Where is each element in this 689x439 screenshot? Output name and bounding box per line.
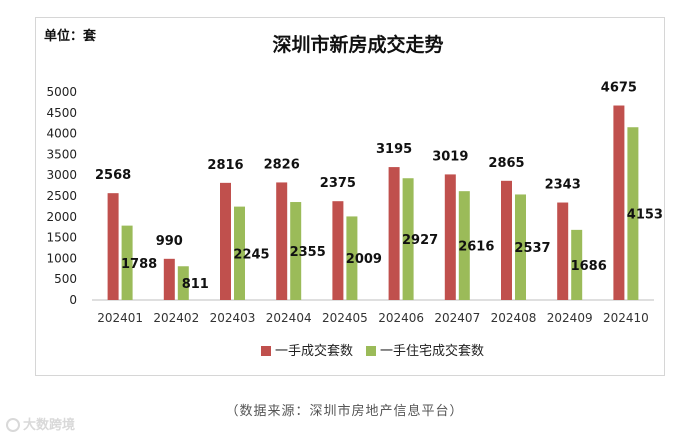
data-label-series1: 2568 — [95, 168, 131, 183]
bar-series1 — [613, 105, 625, 301]
watermark: 大数跨境 — [6, 414, 75, 433]
y-tick-label: 3500 — [46, 147, 77, 161]
value-labels: 2568 1788 990 811 2816 2245 2826 2355 2375 2009 31… — [95, 81, 663, 293]
data-label-series1: 2375 — [320, 176, 356, 191]
bar-series2 — [402, 178, 414, 300]
bar-series2 — [571, 229, 583, 300]
data-label-series2: 1686 — [571, 259, 607, 274]
bar-series2 — [121, 225, 133, 300]
data-label-series1: 2826 — [264, 157, 300, 172]
chart-title: 深圳市新房成交走势 — [272, 33, 443, 56]
y-tick-label: 4000 — [46, 127, 77, 141]
legend-label-series1: 一手成交套数 — [275, 343, 353, 359]
data-label-series2: 2927 — [402, 233, 438, 248]
legend-label-series2: 一手住宅成交套数 — [380, 343, 484, 359]
watermark-logo-icon — [6, 418, 20, 432]
bar-series1 — [107, 193, 119, 300]
bar-series2 — [177, 266, 189, 300]
x-tick-label: 202403 — [210, 311, 256, 325]
y-tick-label: 4500 — [46, 106, 77, 120]
chart-frame: 深圳市新房成交走势 0 500 1000 1500 2000 2500 3000 3500 40… — [35, 17, 665, 376]
bar-series2 — [627, 127, 639, 300]
legend-swatch-series1 — [261, 346, 271, 356]
x-tick-label: 202407 — [434, 311, 480, 325]
watermark-text: 大数跨境 — [23, 418, 76, 433]
data-label-series2: 2355 — [290, 245, 326, 260]
bar-series1 — [557, 202, 569, 300]
legend-swatch-series2 — [366, 346, 376, 356]
x-tick-label: 202410 — [603, 311, 649, 325]
x-tick-label: 202401 — [97, 311, 143, 325]
data-label-series2: 2245 — [233, 247, 269, 262]
unit-label: 单位：套 — [44, 29, 97, 44]
data-label-series2: 2537 — [514, 241, 550, 256]
bar-series2 — [458, 191, 470, 300]
x-tick-label: 202402 — [153, 311, 199, 325]
data-label-series2: 1788 — [121, 257, 157, 272]
y-axis: 0 500 1000 1500 2000 2500 3000 3500 4000 4500 5000 — [46, 85, 77, 307]
y-tick-label: 500 — [54, 272, 77, 286]
data-label-series1: 2343 — [545, 178, 581, 193]
data-label-series1: 2865 — [488, 156, 524, 171]
data-label-series1: 4675 — [601, 81, 637, 96]
y-tick-label: 2500 — [46, 189, 77, 203]
bar-series2 — [346, 216, 358, 300]
y-tick-label: 3000 — [46, 168, 77, 182]
bar-series1 — [501, 180, 512, 300]
x-tick-label: 202406 — [378, 311, 424, 325]
bar-series1 — [276, 182, 288, 300]
bar-series1 — [163, 258, 175, 300]
bar-series2 — [515, 194, 526, 300]
x-tick-label: 202404 — [266, 311, 312, 325]
legend: 一手成交套数 一手住宅成交套数 — [261, 343, 484, 359]
y-tick-label: 1500 — [46, 231, 77, 245]
bar-series2 — [234, 206, 245, 300]
data-label-series2: 4153 — [627, 208, 663, 223]
data-label-series2: 811 — [182, 277, 209, 292]
bar-series — [107, 105, 639, 301]
bar-series1 — [444, 174, 456, 300]
x-tick-label: 202405 — [322, 311, 368, 325]
bar-chart: 深圳市新房成交走势 0 500 1000 1500 2000 2500 3000 3500 40… — [46, 33, 663, 359]
data-label-series1: 3019 — [432, 149, 468, 164]
x-tick-label: 202408 — [491, 311, 537, 325]
data-label-series1: 2816 — [207, 158, 243, 173]
x-axis: 202401 202402 202403 202404 202405 202406 2024… — [97, 311, 649, 325]
bar-series1 — [332, 201, 344, 300]
data-label-series1: 990 — [156, 234, 183, 249]
y-tick-label: 5000 — [46, 85, 77, 99]
y-tick-label: 0 — [69, 293, 77, 307]
data-label-series2: 2616 — [458, 240, 494, 255]
source-note: （数据来源：深圳市房地产信息平台） — [225, 404, 464, 419]
y-tick-label: 2000 — [46, 210, 77, 224]
x-tick-label: 202409 — [547, 311, 593, 325]
bar-series2 — [290, 202, 302, 300]
bar-series1 — [388, 167, 400, 300]
y-tick-label: 1000 — [46, 251, 77, 265]
bar-series1 — [220, 182, 231, 300]
data-label-series1: 3195 — [376, 142, 412, 157]
data-label-series2: 2009 — [346, 252, 382, 267]
